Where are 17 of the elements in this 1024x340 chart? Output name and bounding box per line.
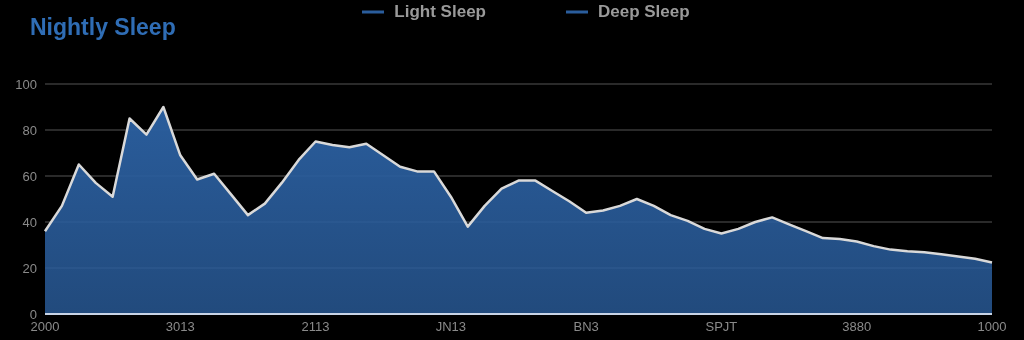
y-tick-label: 60: [22, 168, 37, 184]
x-tick-label: 3013: [165, 319, 195, 335]
y-tick-label: 40: [22, 214, 37, 230]
x-tick-label: 2000: [30, 319, 60, 335]
y-tick-label: 80: [22, 122, 37, 138]
y-tick-label: 20: [22, 260, 37, 276]
x-tick-label: 1000: [977, 319, 1007, 335]
legend-label: Deep Sleep: [597, 2, 690, 22]
x-tick-label: BN3: [573, 319, 599, 335]
y-tick-label: 100: [15, 76, 37, 92]
x-tick-label: JN13: [435, 319, 467, 335]
legend-label: Light Sleep: [394, 2, 486, 22]
chart-title: Nightly Sleep: [30, 14, 176, 41]
x-tick-label: 3880: [842, 319, 872, 335]
x-tick-label: SPJT: [705, 319, 738, 335]
y-tick-label: 0: [29, 306, 37, 322]
x-tick-label: 2113: [301, 319, 330, 335]
